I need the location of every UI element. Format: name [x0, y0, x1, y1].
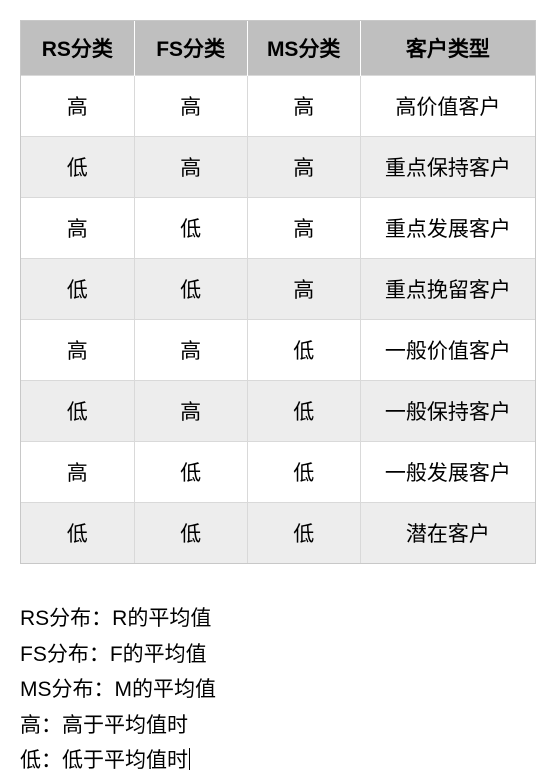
cell-type: 重点发展客户: [360, 198, 535, 259]
notes-section: RS分布：R的平均值 FS分布：F的平均值 MS分布：M的平均值 高：高于平均值…: [20, 602, 536, 778]
cell-type: 高价值客户: [360, 76, 535, 137]
note-line: 高：高于平均值时: [20, 709, 536, 743]
cell-rs: 低: [21, 137, 134, 198]
rfm-table: RS分类 FS分类 MS分类 客户类型 高 高 高 高价值客户 低 高 高 重点…: [21, 21, 535, 563]
cell-type: 一般保持客户: [360, 381, 535, 442]
cell-fs: 高: [134, 381, 247, 442]
cell-rs: 高: [21, 320, 134, 381]
cell-ms: 低: [247, 503, 360, 564]
note-line: FS分布：F的平均值: [20, 638, 536, 672]
cell-ms: 高: [247, 259, 360, 320]
table-row: 高 高 高 高价值客户: [21, 76, 535, 137]
cell-rs: 高: [21, 198, 134, 259]
cell-ms: 低: [247, 442, 360, 503]
cell-rs: 低: [21, 503, 134, 564]
cell-fs: 低: [134, 198, 247, 259]
cell-rs: 低: [21, 259, 134, 320]
cell-fs: 低: [134, 503, 247, 564]
cell-ms: 高: [247, 198, 360, 259]
col-header-rs: RS分类: [21, 21, 134, 76]
cell-type: 一般发展客户: [360, 442, 535, 503]
cell-type: 重点保持客户: [360, 137, 535, 198]
cell-ms: 低: [247, 320, 360, 381]
note-line-text: 低：低于平均值时: [20, 744, 190, 778]
cell-ms: 低: [247, 381, 360, 442]
cell-rs: 高: [21, 442, 134, 503]
cell-ms: 高: [247, 137, 360, 198]
cell-fs: 高: [134, 137, 247, 198]
note-line: 低：低于平均值时: [20, 744, 536, 778]
cell-fs: 低: [134, 442, 247, 503]
note-line: MS分布：M的平均值: [20, 673, 536, 707]
col-header-fs: FS分类: [134, 21, 247, 76]
table-row: 低 低 低 潜在客户: [21, 503, 535, 564]
cell-rs: 低: [21, 381, 134, 442]
cell-fs: 高: [134, 76, 247, 137]
cell-type: 潜在客户: [360, 503, 535, 564]
col-header-ms: MS分类: [247, 21, 360, 76]
cell-type: 一般价值客户: [360, 320, 535, 381]
note-line: RS分布：R的平均值: [20, 602, 536, 636]
table-row: 低 高 高 重点保持客户: [21, 137, 535, 198]
rfm-table-container: RS分类 FS分类 MS分类 客户类型 高 高 高 高价值客户 低 高 高 重点…: [20, 20, 536, 564]
cell-fs: 低: [134, 259, 247, 320]
table-row: 低 低 高 重点挽留客户: [21, 259, 535, 320]
cell-type: 重点挽留客户: [360, 259, 535, 320]
cell-rs: 高: [21, 76, 134, 137]
col-header-type: 客户类型: [360, 21, 535, 76]
table-row: 高 低 低 一般发展客户: [21, 442, 535, 503]
cell-fs: 高: [134, 320, 247, 381]
table-row: 高 低 高 重点发展客户: [21, 198, 535, 259]
table-row: 低 高 低 一般保持客户: [21, 381, 535, 442]
table-row: 高 高 低 一般价值客户: [21, 320, 535, 381]
cell-ms: 高: [247, 76, 360, 137]
table-header-row: RS分类 FS分类 MS分类 客户类型: [21, 21, 535, 76]
